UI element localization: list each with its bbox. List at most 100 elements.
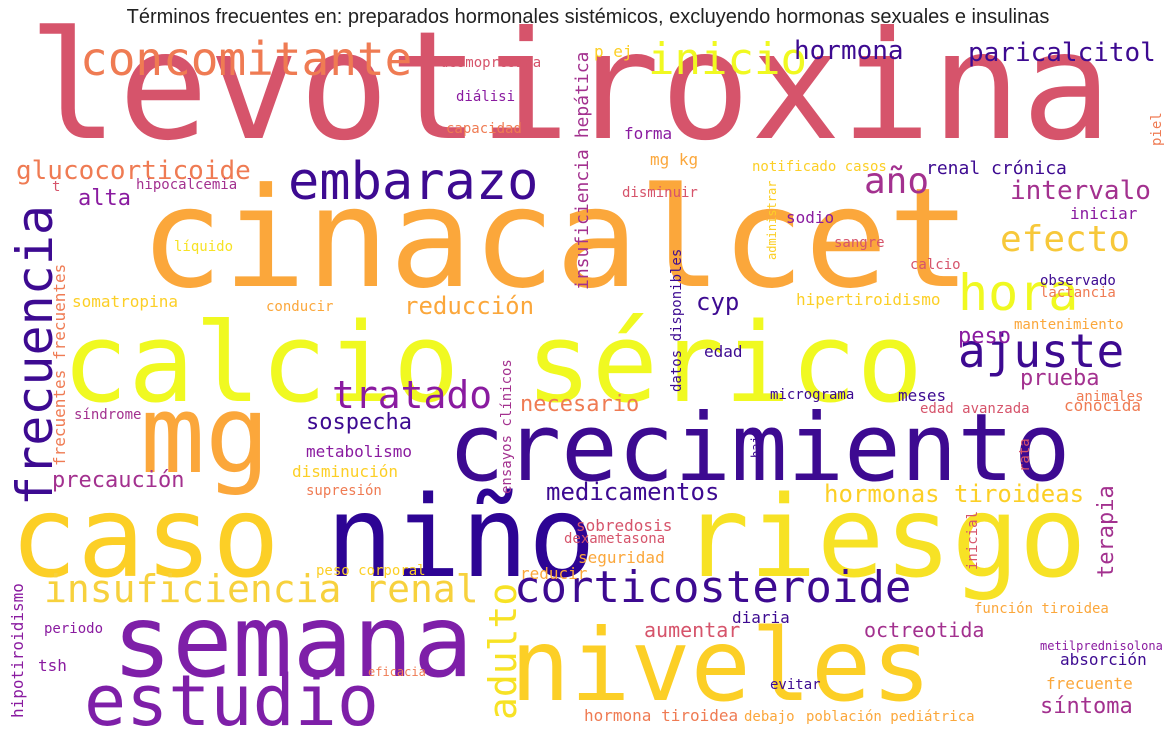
- word-38: octreotida: [864, 618, 985, 642]
- word-55: mg kg: [650, 150, 699, 169]
- word-64: frecuentes frecuentes: [50, 263, 69, 466]
- word-51: meses: [898, 386, 947, 405]
- word-52: sodio: [786, 208, 835, 227]
- word-26: intervalo: [1010, 176, 1151, 206]
- word-83: animales: [1076, 389, 1144, 405]
- word-65: datos disponibles: [669, 248, 685, 392]
- word-66: ensayos clínicos: [499, 359, 515, 494]
- word-25: glucocorticoide: [16, 156, 251, 186]
- word-5: caso: [10, 473, 280, 603]
- word-88: rata: [1017, 438, 1033, 472]
- word-73: hipocalcemia: [136, 177, 238, 193]
- word-19: efecto: [1000, 219, 1131, 260]
- word-3: crecimiento: [448, 394, 1071, 503]
- word-85: supresión: [306, 483, 382, 499]
- word-14: hora: [958, 264, 1079, 322]
- word-63: tsh: [38, 656, 67, 675]
- word-68: diálisi: [456, 89, 516, 105]
- word-8: semana: [112, 583, 474, 700]
- word-34: cyp: [696, 288, 740, 316]
- word-36: terapia: [1094, 485, 1119, 578]
- word-54: forma: [624, 124, 673, 143]
- word-35: peso: [958, 324, 1011, 349]
- word-24: paricalcitol: [968, 38, 1156, 68]
- word-61: reducir: [520, 564, 588, 583]
- word-84: síndrome: [74, 407, 142, 423]
- word-71: disminuir: [622, 185, 698, 201]
- word-72: administrar: [765, 180, 779, 260]
- word-44: hipertiroidismo: [796, 290, 941, 309]
- word-45: metabolismo: [306, 442, 412, 461]
- word-32: precaución: [52, 468, 185, 493]
- word-99: t: [52, 179, 61, 195]
- word-81: micrograma: [770, 387, 855, 403]
- word-27: reducción: [404, 292, 535, 320]
- word-69: capacidad: [446, 121, 522, 137]
- word-0: levotiroxina: [28, 0, 1112, 174]
- word-7: riesgo: [682, 473, 1087, 603]
- word-70: notificado casos: [752, 159, 887, 175]
- word-30: necesario: [520, 392, 640, 417]
- word-53: iniciar: [1070, 204, 1138, 223]
- word-98: piel: [1149, 112, 1165, 146]
- word-15: ajuste: [958, 324, 1125, 378]
- word-10: estudio: [84, 660, 380, 742]
- word-60: diaria: [732, 608, 790, 627]
- word-22: adulto: [481, 582, 525, 720]
- word-93: periodo: [44, 621, 104, 637]
- word-59: frecuente: [1046, 674, 1133, 693]
- word-62: hormona tiroidea: [584, 706, 739, 725]
- word-20: tratado: [332, 373, 493, 417]
- word-82: edad avanzada: [920, 401, 1030, 417]
- word-16: corticosteroide: [514, 562, 912, 613]
- word-11: concomitante: [80, 32, 413, 86]
- word-4: mg: [140, 373, 271, 498]
- word-47: hipotiroidismo: [8, 583, 27, 718]
- word-18: inicio: [648, 34, 807, 85]
- word-49: seguridad: [578, 548, 665, 567]
- word-37: aumentar: [644, 618, 741, 642]
- word-39: síntoma: [1040, 694, 1133, 719]
- word-94: eficacia: [368, 665, 426, 679]
- word-12: embarazo: [288, 152, 539, 212]
- word-29: hormonas tiroideas: [824, 480, 1085, 508]
- chart-title: Términos frecuentes en: preparados hormo…: [126, 6, 1050, 28]
- word-cloud: levotiroxina cinacalcet calcio sérico creci…: [0, 12, 1176, 742]
- word-43: somatropina: [72, 292, 178, 311]
- word-17: insuficiencia renal: [44, 567, 479, 611]
- word-48: sobredosis: [576, 516, 673, 535]
- word-86: dexametasona: [564, 531, 666, 547]
- word-89: inicial: [965, 510, 981, 570]
- word-31: prueba: [1020, 366, 1100, 391]
- word-75: sangre: [834, 235, 885, 251]
- word-40: alta: [78, 186, 131, 211]
- word-87: baja: [749, 429, 763, 458]
- word-6: niño: [326, 473, 596, 603]
- word-77: lactancia: [1040, 285, 1116, 301]
- word-50: conocida: [1064, 396, 1142, 415]
- word-58: absorción: [1060, 650, 1147, 669]
- word-95: evitar: [770, 677, 821, 693]
- word-57: edad: [704, 342, 743, 361]
- word-79: mantenimiento: [1014, 317, 1124, 333]
- word-41: renal crónica: [926, 158, 1067, 179]
- word-1: cinacalcet: [140, 158, 971, 319]
- word-76: calcio: [910, 257, 961, 273]
- word-78: observado: [1040, 273, 1116, 289]
- word-21: año: [864, 161, 930, 202]
- word-90: peso corporal: [316, 563, 426, 579]
- word-46: disminución: [292, 462, 398, 481]
- word-80: conducir: [266, 299, 334, 315]
- word-56: p ej: [594, 42, 633, 61]
- word-92: metilprednisolona: [1040, 639, 1163, 653]
- word-97: población pediátrica: [806, 709, 975, 725]
- word-96: debajo: [744, 709, 795, 725]
- word-28: medicamentos: [546, 478, 720, 506]
- word-33: sospecha: [306, 410, 412, 435]
- word-23: hormona: [794, 36, 904, 66]
- word-9: niveles: [510, 607, 932, 724]
- word-74: líquido: [174, 239, 234, 255]
- word-67: desmopresina: [440, 55, 542, 71]
- word-2: calcio sérico: [62, 299, 923, 427]
- word-91: función tiroidea: [974, 601, 1109, 617]
